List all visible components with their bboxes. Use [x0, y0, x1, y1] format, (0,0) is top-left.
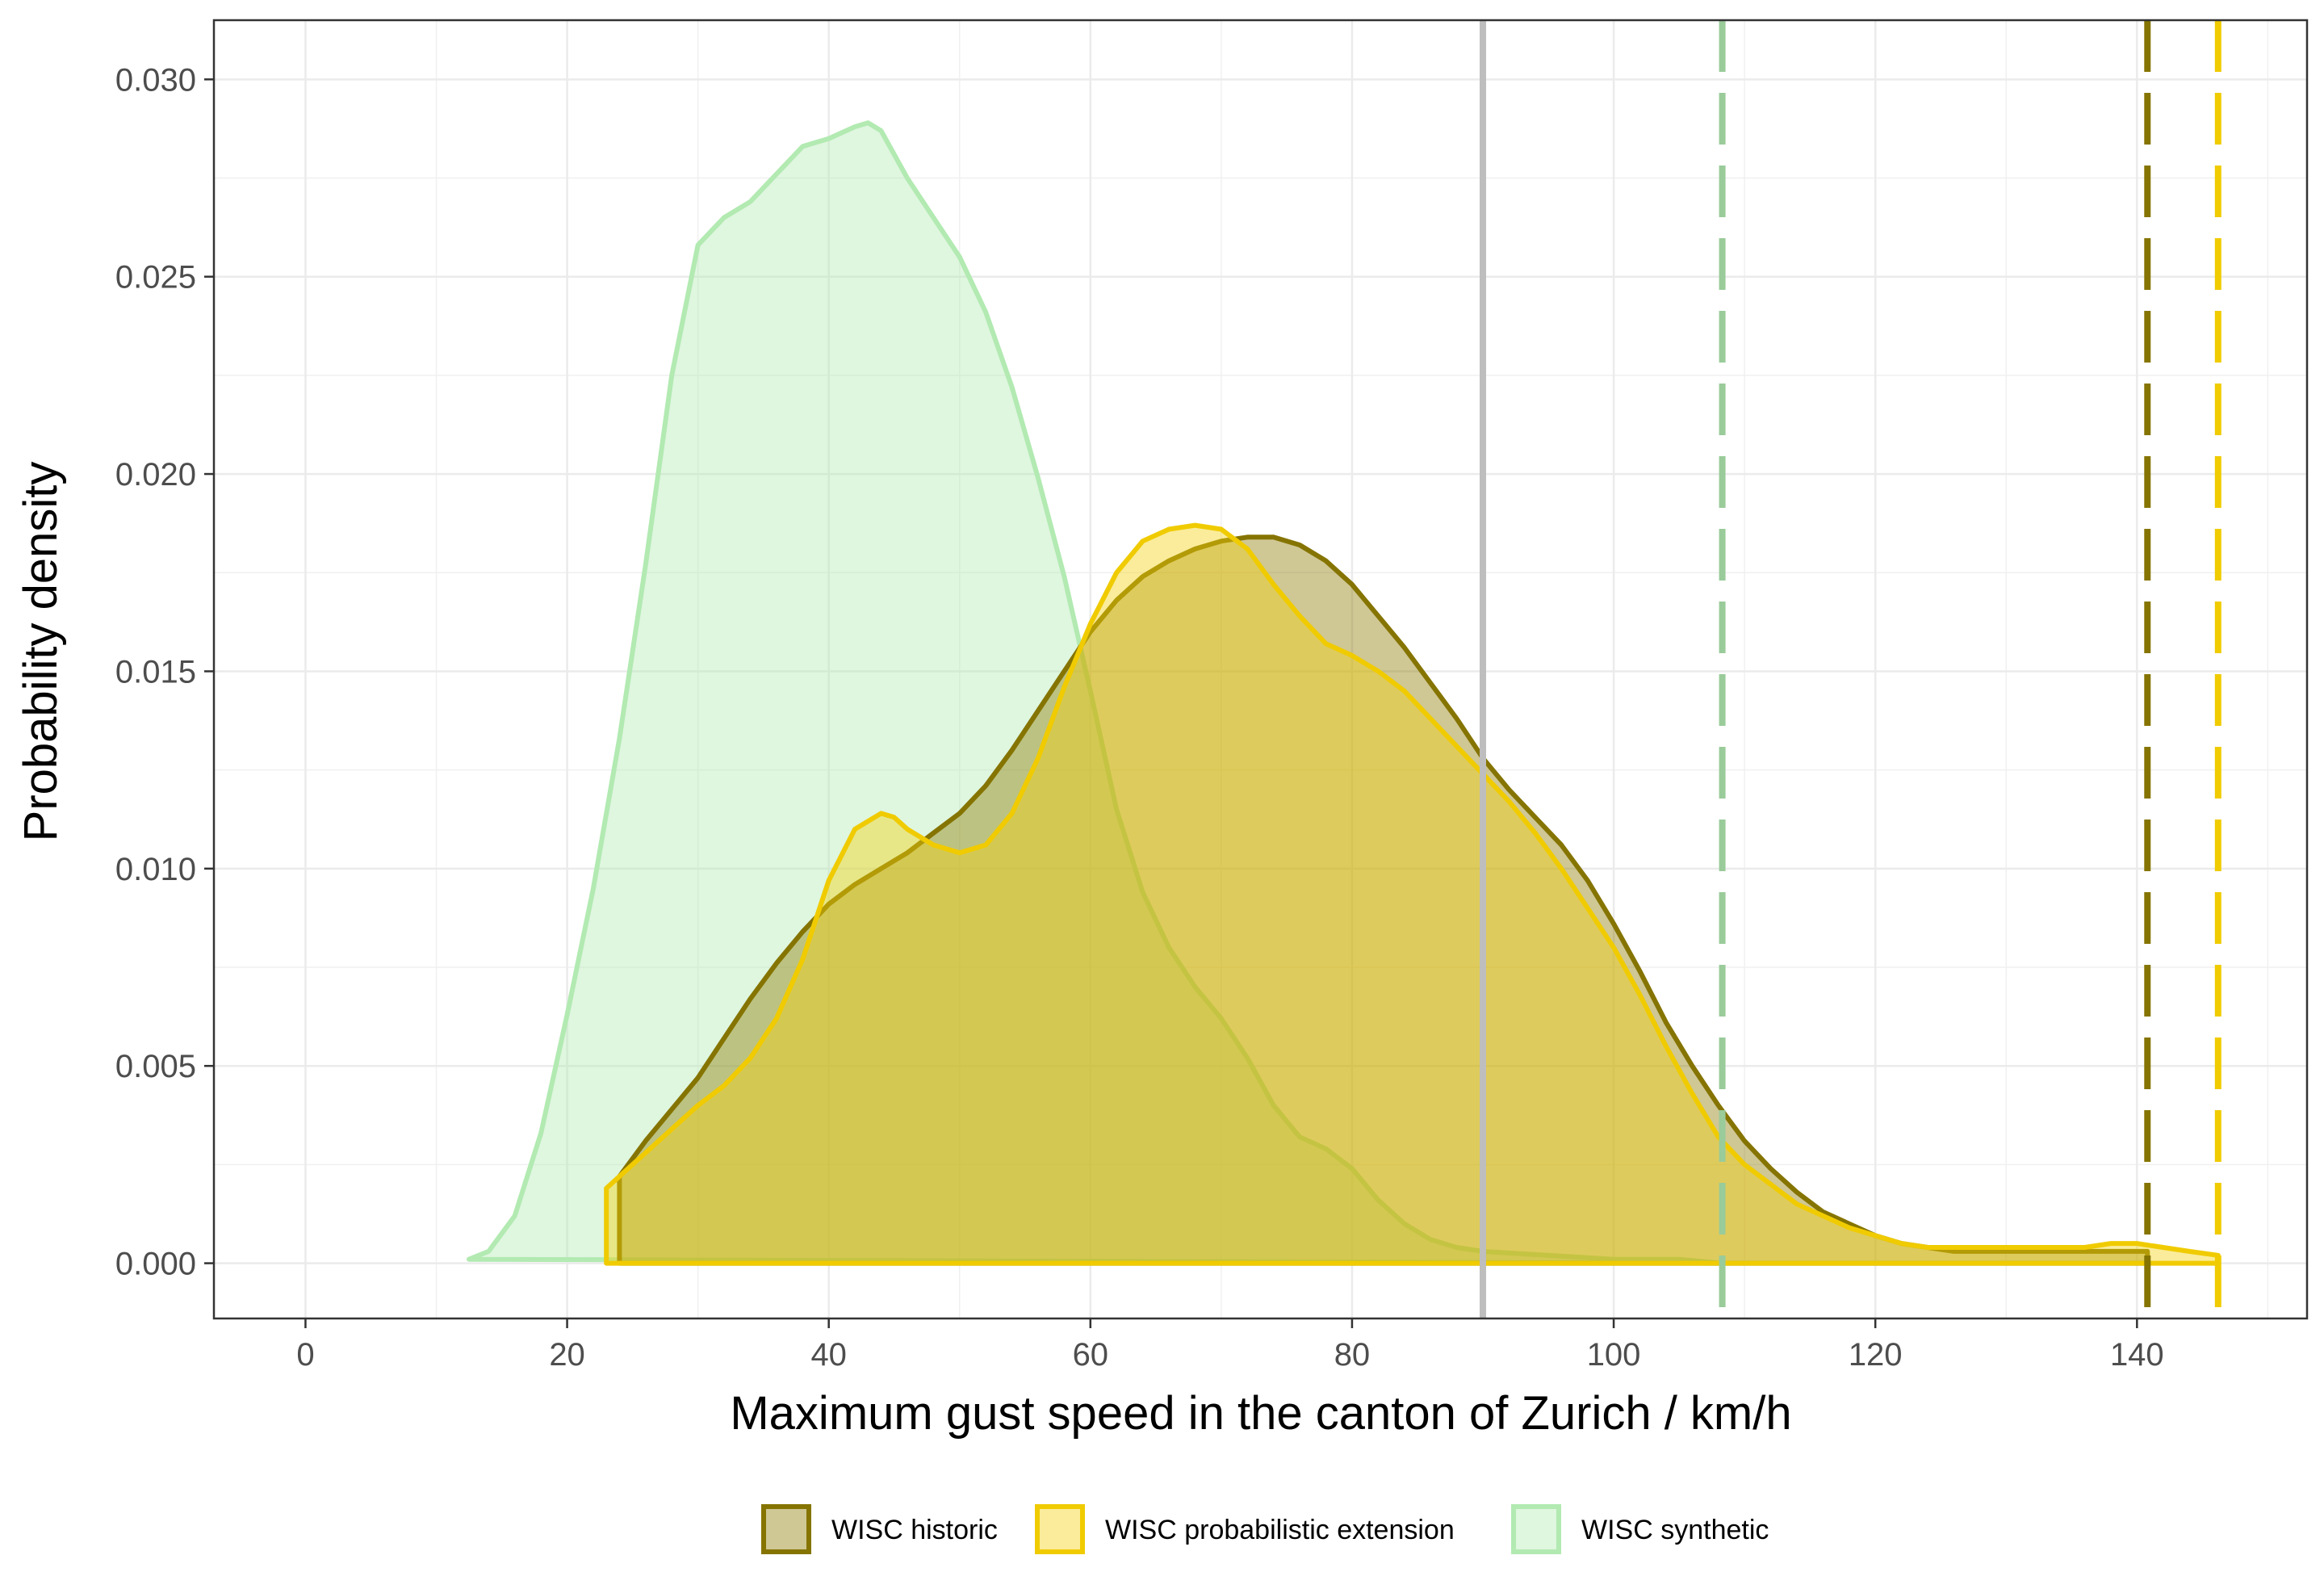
density-area-wisc-synthetic: [467, 120, 1725, 1266]
reference-lines: [1480, 20, 2221, 1318]
x-axis-ticks: 0 20 40 60 80 100 120 140: [296, 1318, 2164, 1373]
y-tick-label: 0.020: [115, 457, 196, 493]
major-gridlines: [214, 20, 2307, 1318]
x-tick-label: 120: [1849, 1337, 1903, 1373]
y-tick-label: 0.015: [115, 654, 196, 690]
legend-key: [761, 1504, 811, 1554]
x-tick-label: 40: [810, 1337, 847, 1373]
density-areas: [467, 120, 2221, 1266]
x-tick-label: 20: [549, 1337, 585, 1373]
x-tick-label: 60: [1073, 1337, 1109, 1373]
y-tick-label: 0.030: [115, 62, 196, 98]
x-tick-label: 80: [1334, 1337, 1371, 1373]
y-tick-label: 0.025: [115, 260, 196, 296]
plot-panel-border: [212, 19, 2309, 1320]
x-axis-title: Maximum gust speed in the canton of Zuri…: [730, 1387, 1791, 1440]
density-area-wisc-probabilistic-extension: [604, 522, 2221, 1266]
legend-key: [1035, 1504, 1085, 1554]
x-tick-label: 140: [2110, 1337, 2164, 1373]
y-tick-label: 0.005: [115, 1049, 196, 1084]
y-tick-label: 0.010: [115, 852, 196, 887]
x-tick-label: 100: [1587, 1337, 1641, 1373]
y-axis-ticks: 0.000 0.005 0.010 0.015 0.020 0.025 0.030: [115, 62, 214, 1282]
minor-gridlines: [214, 20, 2307, 1318]
legend-label: WISC probabilistic extension: [1105, 1515, 1455, 1545]
legend: WISC historic WISC probabilistic extensio…: [761, 1504, 1769, 1554]
legend-key-background: [764, 1507, 809, 1552]
legend-key-background: [1037, 1507, 1082, 1552]
legend-label: WISC synthetic: [1581, 1515, 1769, 1545]
y-tick-label: 0.000: [115, 1247, 196, 1282]
legend-key-background: [1514, 1507, 1559, 1552]
x-tick-label: 0: [296, 1337, 314, 1373]
y-axis-title: Probability density: [15, 462, 67, 842]
legend-label: WISC historic: [831, 1515, 998, 1545]
legend-key: [1511, 1504, 1561, 1554]
